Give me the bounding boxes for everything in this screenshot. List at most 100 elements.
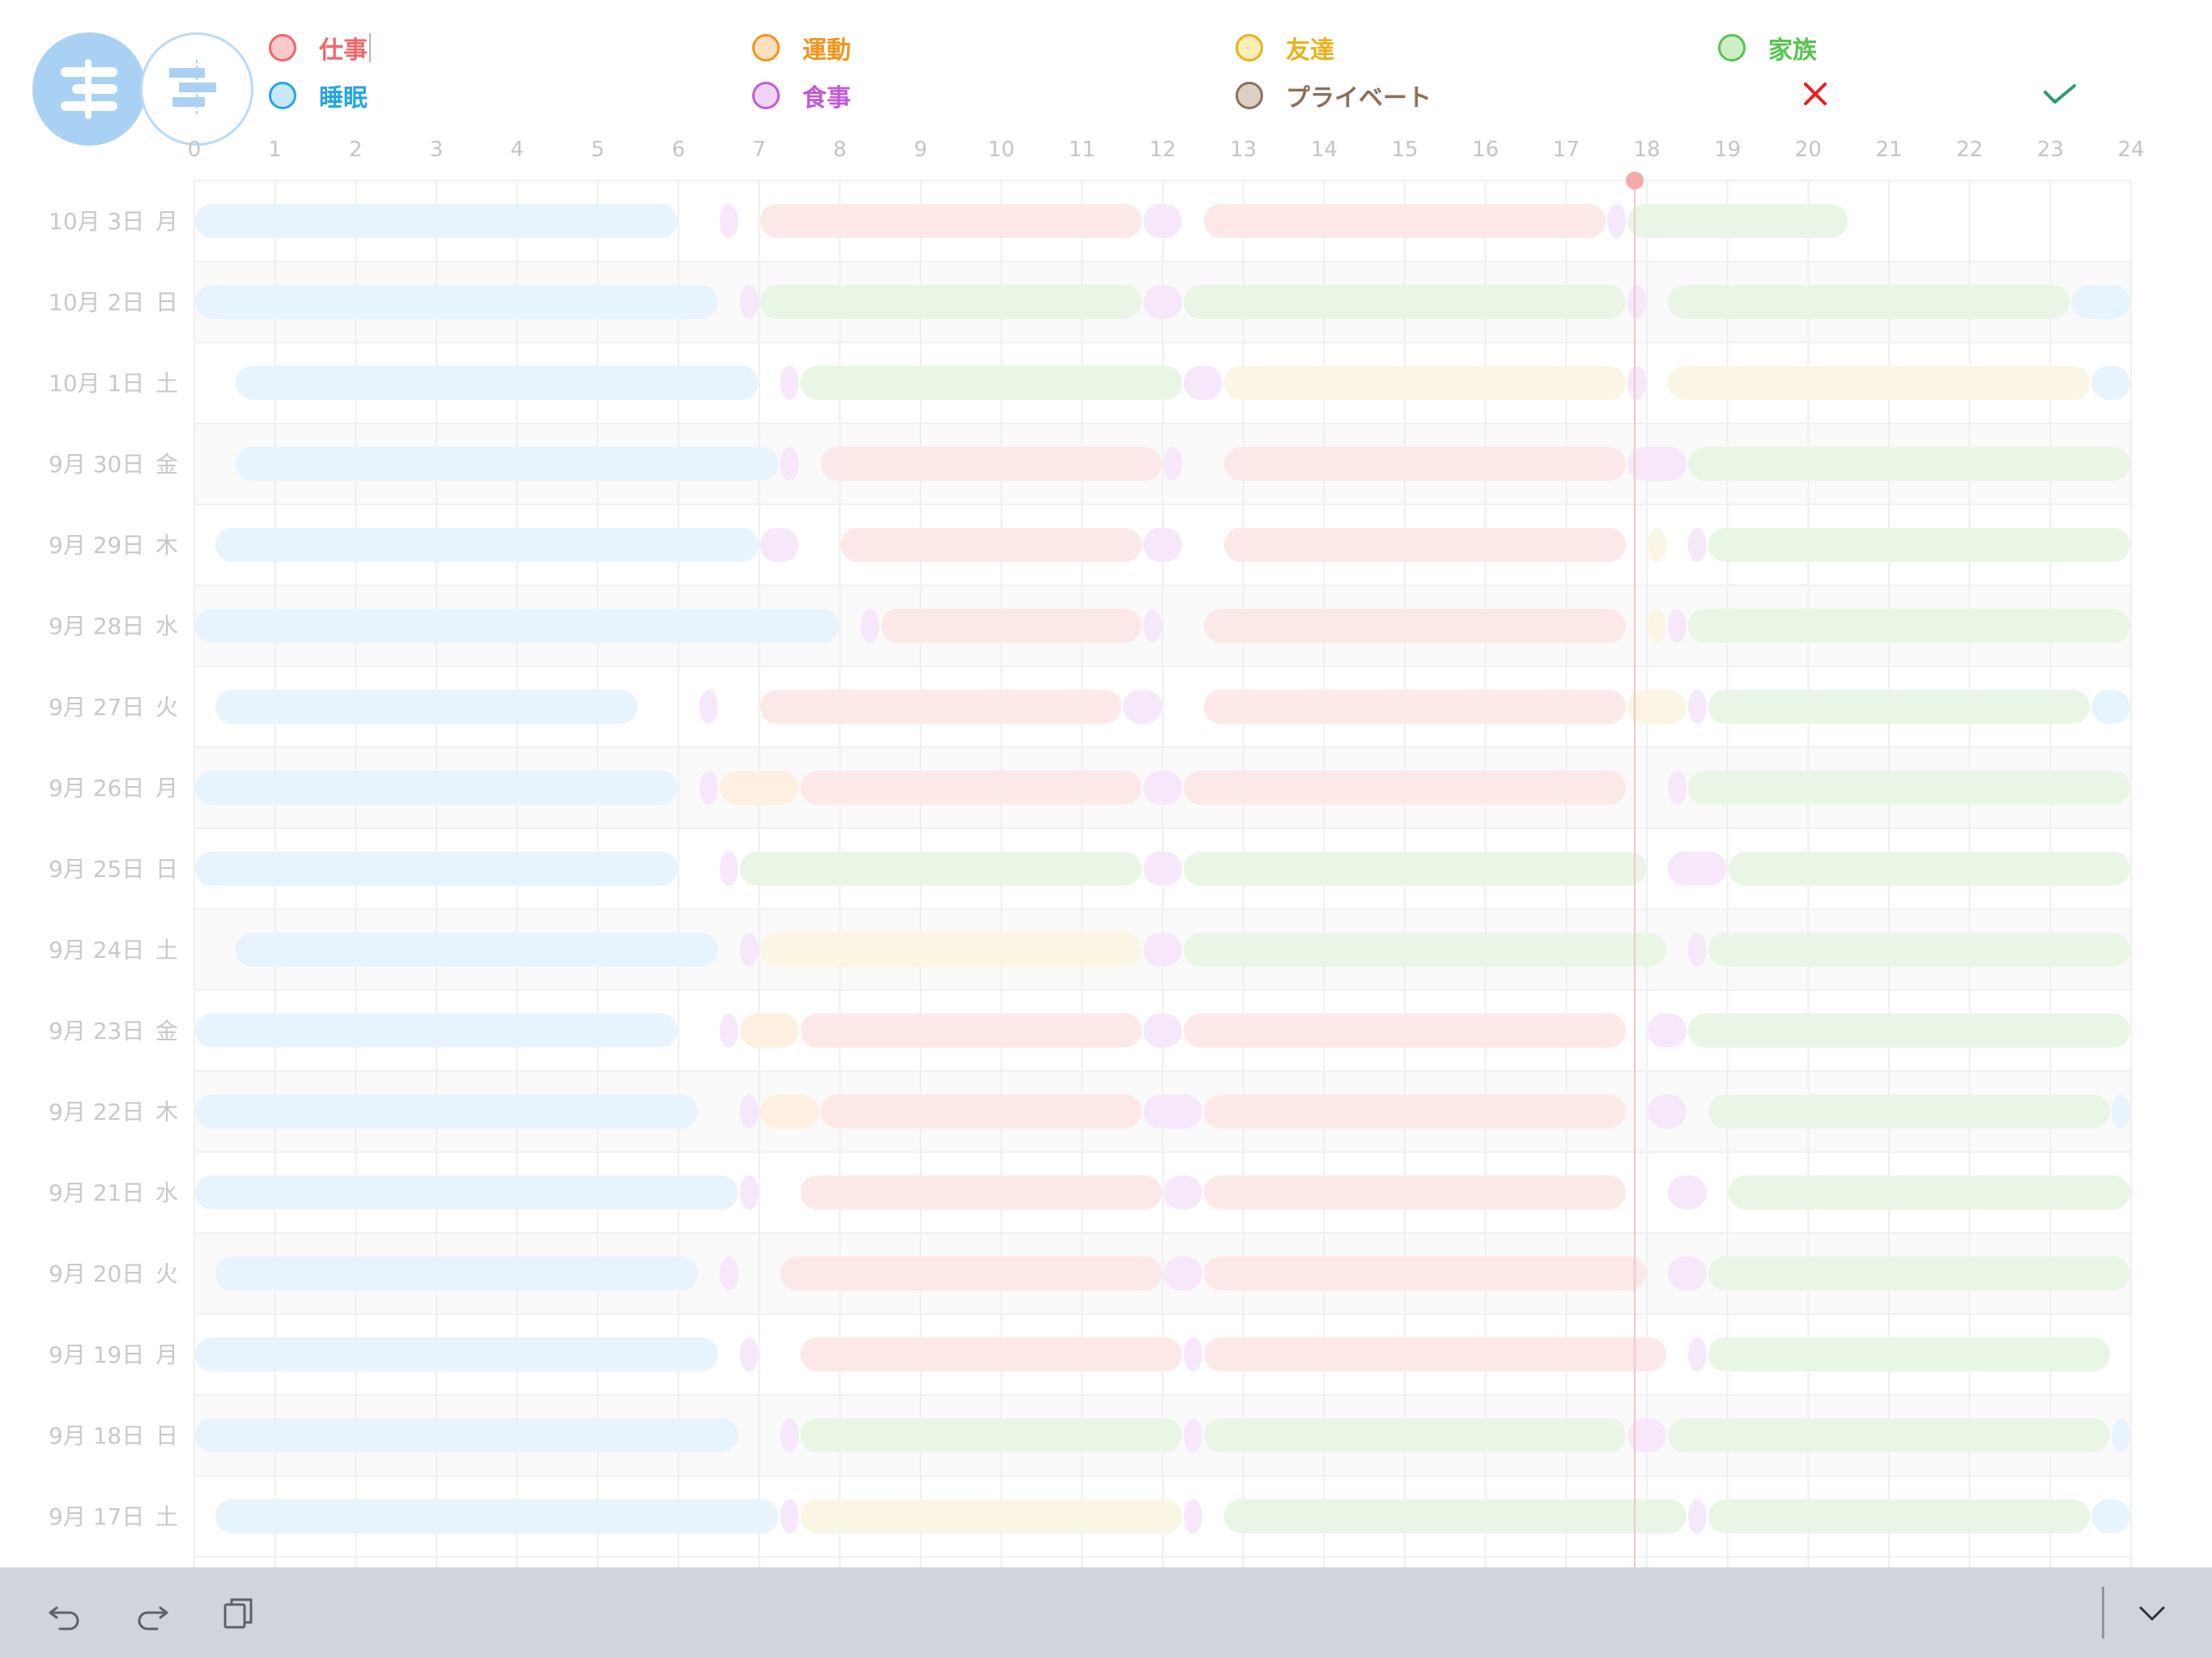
activity-bar[interactable] <box>820 447 1162 481</box>
activity-bar[interactable] <box>861 609 880 643</box>
activity-bar[interactable] <box>1687 690 1707 724</box>
activity-bar[interactable] <box>1728 852 2130 886</box>
activity-bar[interactable] <box>1143 771 1182 805</box>
activity-bar[interactable] <box>1183 1418 1202 1452</box>
activity-bar[interactable] <box>1223 1499 1687 1533</box>
activity-bar[interactable] <box>1687 447 2130 481</box>
activity-bar[interactable] <box>1183 285 1627 319</box>
activity-bar[interactable] <box>1687 933 1707 967</box>
activity-bar[interactable] <box>1183 1499 1202 1533</box>
activity-bar[interactable] <box>820 1095 1142 1129</box>
activity-bar[interactable] <box>1708 1337 2111 1371</box>
activity-bar[interactable] <box>719 1256 738 1290</box>
undo-button[interactable] <box>42 1590 87 1635</box>
activity-bar[interactable] <box>1667 1418 2111 1452</box>
cancel-button[interactable] <box>1796 74 1835 120</box>
activity-bar[interactable] <box>1687 609 2130 643</box>
activity-bar[interactable] <box>1183 1014 1627 1048</box>
activity-bar[interactable] <box>1607 204 1627 238</box>
activity-bar[interactable] <box>1667 285 2070 319</box>
activity-bar[interactable] <box>800 771 1142 805</box>
activity-bar[interactable] <box>2091 366 2130 400</box>
activity-bar[interactable] <box>1627 447 1687 481</box>
activity-bar[interactable] <box>1708 933 2130 967</box>
activity-bar[interactable] <box>1203 204 1606 238</box>
gantt-view-button[interactable] <box>140 32 253 146</box>
activity-bar[interactable] <box>1708 1256 2130 1290</box>
activity-bar[interactable] <box>195 1337 718 1371</box>
activity-bar[interactable] <box>215 528 759 562</box>
activity-bar[interactable] <box>739 933 759 967</box>
activity-bar[interactable] <box>195 1175 738 1209</box>
activity-bar[interactable] <box>1203 1175 1627 1209</box>
redo-button[interactable] <box>130 1590 175 1635</box>
activity-bar[interactable] <box>800 1337 1182 1371</box>
activity-bar[interactable] <box>1143 285 1182 319</box>
activity-bar[interactable] <box>1223 366 1627 400</box>
activity-bar[interactable] <box>1648 1014 1687 1048</box>
activity-bar[interactable] <box>1687 528 1707 562</box>
activity-bar[interactable] <box>195 771 678 805</box>
activity-bar[interactable] <box>195 609 840 643</box>
activity-bar[interactable] <box>2071 285 2130 319</box>
activity-bar[interactable] <box>1687 771 2130 805</box>
activity-bar[interactable] <box>1163 447 1182 481</box>
activity-bar[interactable] <box>215 690 638 724</box>
activity-bar[interactable] <box>1143 609 1162 643</box>
legend-exercise[interactable]: 運動 <box>752 30 851 66</box>
list-view-button[interactable] <box>32 32 146 146</box>
activity-bar[interactable] <box>800 1418 1182 1452</box>
activity-bar[interactable] <box>1143 528 1182 562</box>
activity-bar[interactable] <box>1687 1499 1707 1533</box>
activity-bar[interactable] <box>1203 1256 1646 1290</box>
activity-bar[interactable] <box>1687 1337 1707 1371</box>
activity-bar[interactable] <box>759 285 1142 319</box>
activity-bar[interactable] <box>719 771 799 805</box>
activity-bar[interactable] <box>1143 1014 1182 1048</box>
activity-bar[interactable] <box>1667 609 1687 643</box>
confirm-button[interactable] <box>2037 74 2082 120</box>
activity-bar[interactable] <box>739 1337 759 1371</box>
activity-bar[interactable] <box>1183 771 1627 805</box>
activity-bar[interactable] <box>739 285 759 319</box>
activity-bar[interactable] <box>1183 933 1666 967</box>
activity-bar[interactable] <box>759 528 799 562</box>
activity-bar[interactable] <box>719 204 738 238</box>
activity-bar[interactable] <box>1163 1256 1202 1290</box>
activity-bar[interactable] <box>699 690 718 724</box>
activity-bar[interactable] <box>1203 1095 1627 1129</box>
activity-bar[interactable] <box>719 852 738 886</box>
legend-meal[interactable]: 食事 <box>752 78 851 113</box>
activity-bar[interactable] <box>1203 690 1627 724</box>
activity-bar[interactable] <box>2091 1499 2130 1533</box>
gantt-chart[interactable]: 0 1 2 3 4 5 6 7 8 9 10 11 12 13 14 15 16 17 18 19 20 21 22 23 24… <box>0 0 2212 1567</box>
activity-bar[interactable] <box>840 528 1142 562</box>
activity-bar[interactable] <box>1183 852 1646 886</box>
activity-bar[interactable] <box>719 1014 738 1048</box>
activity-bar[interactable] <box>195 852 678 886</box>
activity-bar[interactable] <box>195 1095 698 1129</box>
activity-bar[interactable] <box>699 771 718 805</box>
activity-bar[interactable] <box>1143 204 1182 238</box>
activity-bar[interactable] <box>1648 609 1666 643</box>
activity-bar[interactable] <box>1143 933 1182 967</box>
legend-sleep[interactable]: 睡眠 <box>269 78 368 113</box>
activity-bar[interactable] <box>780 447 799 481</box>
activity-bar[interactable] <box>1627 690 1687 724</box>
activity-bar[interactable] <box>195 204 678 238</box>
activity-bar[interactable] <box>1627 1418 1666 1452</box>
activity-bar[interactable] <box>739 1095 759 1129</box>
activity-bar[interactable] <box>1183 1337 1202 1371</box>
activity-bar[interactable] <box>739 1175 759 1209</box>
activity-bar[interactable] <box>1143 852 1182 886</box>
activity-bar[interactable] <box>759 690 1122 724</box>
activity-bar[interactable] <box>1183 366 1223 400</box>
activity-bar[interactable] <box>759 933 1142 967</box>
activity-bar[interactable] <box>1223 528 1627 562</box>
legend-private[interactable]: プライベート <box>1236 78 1431 113</box>
activity-bar[interactable] <box>235 447 779 481</box>
activity-bar[interactable] <box>1687 1014 2130 1048</box>
activity-bar[interactable] <box>1648 528 1666 562</box>
activity-bar[interactable] <box>1667 852 1727 886</box>
activity-bar[interactable] <box>800 1014 1142 1048</box>
